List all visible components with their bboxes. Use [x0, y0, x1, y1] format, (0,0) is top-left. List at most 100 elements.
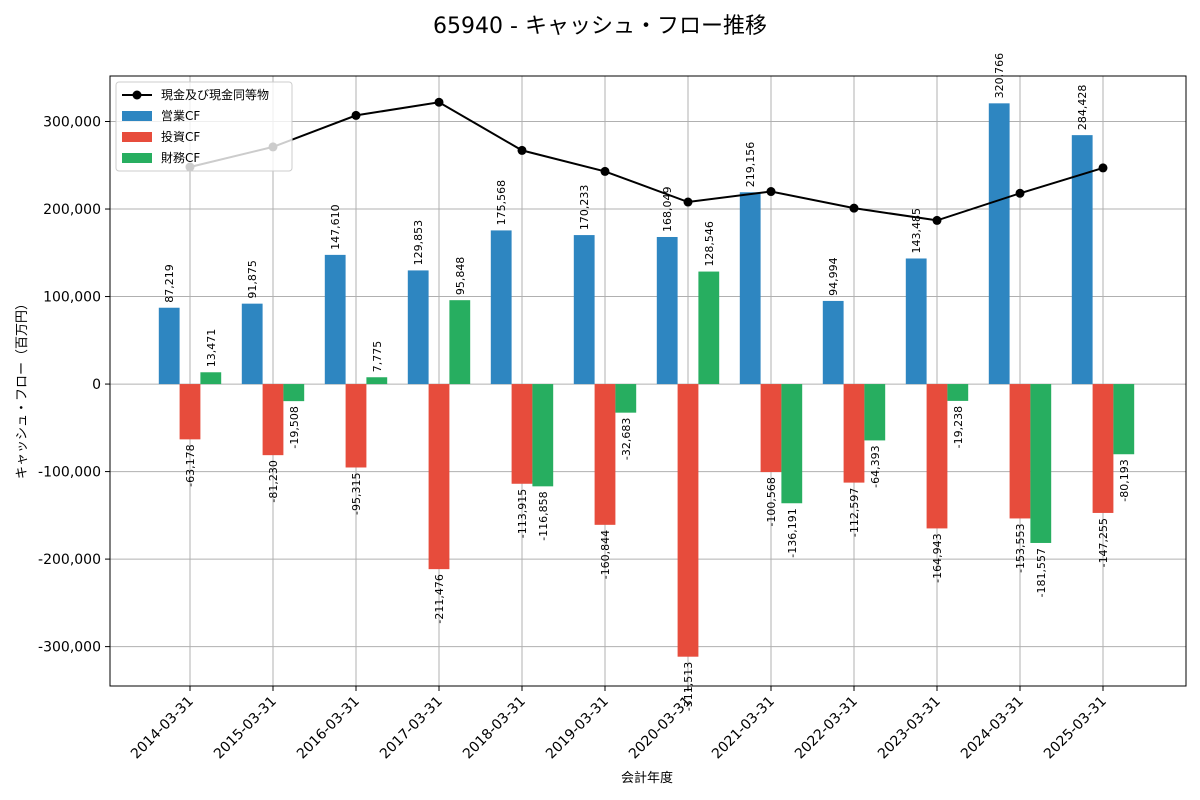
bar [698, 271, 720, 385]
x-tick-label: 2024-03-31 [958, 694, 1027, 763]
y-tick-label: -100,000 [38, 465, 101, 481]
legend-label: 営業CF [161, 109, 200, 123]
bar-value-label: 91,875 [246, 260, 259, 299]
x-tick-label: 2022-03-31 [792, 694, 861, 763]
legend-swatch [122, 153, 152, 163]
bar [345, 384, 367, 468]
legend-label: 現金及び現金同等物 [161, 87, 269, 102]
bar [905, 258, 927, 385]
x-tick-label: 2015-03-31 [211, 694, 280, 763]
cash-line-path [189, 101, 1104, 222]
bar [864, 384, 886, 441]
y-tick-label: -200,000 [38, 552, 101, 568]
bar [490, 230, 512, 385]
cash-line [185, 97, 1108, 225]
bar [739, 192, 761, 385]
bar-value-label: -19,238 [952, 406, 965, 448]
x-axis-label: 会計年度 [621, 770, 673, 786]
cash-line-point [1015, 188, 1025, 198]
bar-value-label: -19,508 [288, 406, 301, 448]
x-tick-label: 2014-03-31 [128, 694, 197, 763]
bar-value-label: 284,428 [1076, 85, 1089, 131]
plot-frame [109, 75, 1187, 687]
x-tick-label: 2017-03-31 [377, 694, 446, 763]
bar [843, 384, 865, 483]
cash-line-point [600, 166, 610, 176]
bar-value-label: -63,178 [184, 444, 197, 486]
bar [822, 300, 844, 385]
bar-value-label: -116,858 [537, 491, 550, 540]
y-axis-label: キャッシュ・フロー（百万円） [15, 297, 30, 479]
bar-value-label: -153,553 [1014, 523, 1027, 572]
bar-value-label: 128,546 [703, 221, 716, 267]
bar [615, 384, 637, 413]
bar-value-label: -147,255 [1097, 518, 1110, 567]
bar-value-label: 94,994 [827, 257, 840, 296]
bar [366, 377, 388, 385]
bar-value-label: 170,233 [578, 185, 591, 231]
cash-line-point [683, 197, 693, 207]
y-tick-label: -300,000 [38, 640, 101, 656]
cash-line-point [434, 97, 444, 107]
bar-value-label: 7,775 [371, 341, 384, 373]
legend-swatch [122, 132, 152, 142]
bar-value-label: -211,476 [433, 574, 446, 623]
y-tick-label: 200,000 [43, 202, 101, 218]
bar [241, 303, 263, 385]
bar [179, 384, 201, 440]
bar-value-label: 147,610 [329, 204, 342, 250]
chart-title: 65940 - キャッシュ・フロー推移 [433, 14, 767, 39]
bar-value-label: 129,853 [412, 220, 425, 266]
bar-value-label: 175,568 [495, 180, 508, 226]
bar-value-label: -95,315 [350, 472, 363, 514]
legend-box [115, 81, 293, 172]
bar-value-label: -164,943 [931, 533, 944, 582]
bar [947, 384, 969, 401]
y-tick-label: 0 [92, 377, 101, 393]
bar-value-label: -136,191 [786, 508, 799, 557]
bar [511, 384, 533, 484]
bar [1009, 384, 1031, 519]
bar [428, 384, 450, 570]
bar-value-label: 168,049 [661, 186, 674, 232]
bar-value-label: -112,597 [848, 488, 861, 537]
bar-value-label: 219,156 [744, 142, 757, 188]
bar-value-label: 143,485 [910, 208, 923, 254]
x-tick-label: 2019-03-31 [543, 694, 612, 763]
cash-line-point [766, 187, 776, 197]
x-tick-label: 2018-03-31 [460, 694, 529, 763]
bar [1092, 384, 1114, 513]
bar [324, 254, 346, 385]
cash-line-point [351, 110, 361, 120]
x-tick-label: 2016-03-31 [294, 694, 363, 763]
bar [573, 235, 595, 385]
bar [656, 236, 678, 385]
x-tick-label: 2023-03-31 [875, 694, 944, 763]
bar-value-label: -32,683 [620, 418, 633, 460]
x-tick-label: 2021-03-31 [709, 694, 778, 763]
bar [594, 384, 616, 525]
x-tick-label: 2025-03-31 [1041, 694, 1110, 763]
bar [1113, 384, 1135, 455]
x-tick-label: 2020-03-31 [626, 694, 695, 763]
bar [988, 103, 1010, 385]
bar [1030, 384, 1052, 543]
bar [449, 300, 471, 385]
legend-label: 財務CF [161, 150, 200, 165]
bar-value-label: -100,568 [765, 477, 778, 526]
bar [200, 372, 222, 385]
legend-point-marker [132, 90, 142, 100]
bar [781, 384, 803, 504]
cash-line-point [517, 145, 527, 155]
bar [760, 384, 782, 473]
cash-line-point [932, 215, 942, 225]
bar-value-label: 95,848 [454, 257, 467, 296]
bar-value-label: -81,230 [267, 460, 280, 502]
bar-labels: 87,219 91,875 147,610 129,853 175,568 170,233… [163, 53, 1131, 711]
bar [262, 384, 284, 456]
cash-line-point [1098, 163, 1108, 173]
bar-value-label: -113,915 [516, 489, 529, 538]
legend-label: 投資CF [161, 129, 200, 144]
